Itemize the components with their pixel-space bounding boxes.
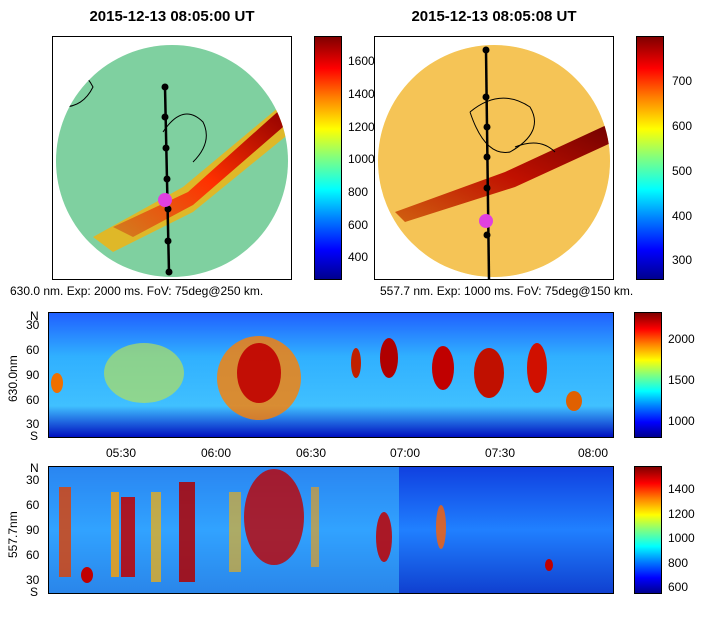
keogram-630-xtick: 07:30 bbox=[485, 446, 516, 460]
panel1-cbar-tick: 800 bbox=[348, 185, 369, 199]
keogram-630-cbar-tick: 1500 bbox=[668, 373, 695, 387]
keogram-630-ytick: 60 bbox=[26, 393, 40, 407]
keogram-557-ylabel: 557.7nm bbox=[6, 511, 20, 558]
panel2-colorbar bbox=[636, 36, 664, 280]
panel1-cbar-tick: 1600 bbox=[348, 54, 375, 68]
panel1-title: 2015-12-13 08:05:00 UT bbox=[89, 8, 255, 25]
panel1-cbar-tick: 1400 bbox=[348, 87, 375, 101]
keogram-630-ytick: 60 bbox=[26, 343, 40, 357]
keogram-630-ytick: 90 bbox=[26, 368, 40, 382]
keogram-630-xtick: 08:00 bbox=[578, 446, 609, 460]
keogram-630-xtick: 06:30 bbox=[296, 446, 327, 460]
panel1-caption: 630.0 nm. Exp: 2000 ms. FoV: 75deg@250 k… bbox=[10, 284, 264, 298]
keogram-630-xtick: 06:00 bbox=[201, 446, 232, 460]
panel2-cbar-tick: 500 bbox=[672, 164, 693, 178]
keogram-557-ytick: 30 bbox=[26, 473, 40, 487]
keogram-557-ytick: 60 bbox=[26, 548, 40, 562]
keogram-557-ytick: S bbox=[30, 585, 39, 599]
keogram-630-cbar-tick: 1000 bbox=[668, 414, 695, 428]
panel2-cbar-tick: 400 bbox=[672, 209, 693, 223]
keogram-557-cbar-tick: 800 bbox=[668, 556, 689, 570]
keogram-557-ytick: 90 bbox=[26, 523, 40, 537]
keogram-630-ytick: 30 bbox=[26, 417, 40, 431]
panel2-cbar-tick: 600 bbox=[672, 119, 693, 133]
panel1-sky-image bbox=[52, 36, 292, 280]
panel1-cbar-tick: 1000 bbox=[348, 152, 375, 166]
panel2-title: 2015-12-13 08:05:08 UT bbox=[411, 8, 577, 25]
panel1-cbar-tick: 400 bbox=[348, 250, 369, 264]
keogram-630-ytick: S bbox=[30, 429, 39, 443]
keogram-630-xtick: 07:00 bbox=[390, 446, 421, 460]
panel1-colorbar bbox=[314, 36, 342, 280]
keogram-557-colorbar bbox=[634, 466, 662, 594]
panel1-cbar-tick: 1200 bbox=[348, 120, 375, 134]
keogram-557-cbar-tick: 600 bbox=[668, 580, 689, 594]
panel2-cbar-tick: 700 bbox=[672, 74, 693, 88]
keogram-630-ylabel: 630.0nm bbox=[6, 355, 20, 402]
keogram-557-cbar-tick: 1200 bbox=[668, 507, 695, 521]
panel2-cbar-tick: 300 bbox=[672, 253, 693, 267]
keogram-557-cbar-tick: 1400 bbox=[668, 482, 695, 496]
keogram-630-cbar-tick: 2000 bbox=[668, 332, 695, 346]
keogram-630-plot bbox=[48, 312, 614, 438]
keogram-630-ytick: N bbox=[30, 309, 39, 323]
panel1-cbar-tick: 600 bbox=[348, 218, 369, 232]
keogram-630-colorbar bbox=[634, 312, 662, 438]
keogram-557-ytick: 30 bbox=[26, 573, 40, 587]
keogram-630-xtick: 05:30 bbox=[106, 446, 137, 460]
keogram-557-plot bbox=[48, 466, 614, 594]
panel2-caption: 557.7 nm. Exp: 1000 ms. FoV: 75deg@150 k… bbox=[380, 284, 634, 298]
keogram-557-cbar-tick: 1000 bbox=[668, 531, 695, 545]
keogram-557-ytick: N bbox=[30, 461, 39, 475]
panel2-sky-image bbox=[374, 36, 614, 280]
keogram-630-ytick: 30 bbox=[26, 318, 40, 332]
keogram-557-ytick: 60 bbox=[26, 498, 40, 512]
